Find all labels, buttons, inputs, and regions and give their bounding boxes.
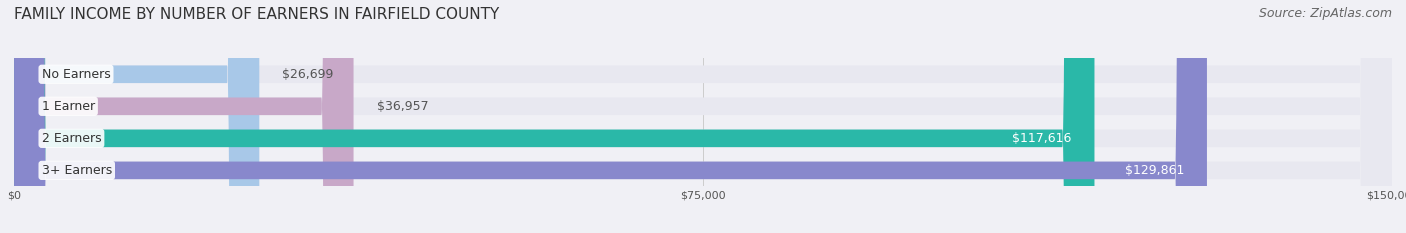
FancyBboxPatch shape (14, 0, 1392, 233)
FancyBboxPatch shape (14, 0, 1392, 233)
FancyBboxPatch shape (14, 0, 1392, 233)
FancyBboxPatch shape (14, 0, 1392, 233)
FancyBboxPatch shape (14, 0, 1206, 233)
Text: $117,616: $117,616 (1012, 132, 1071, 145)
Text: 2 Earners: 2 Earners (42, 132, 101, 145)
Text: 1 Earner: 1 Earner (42, 100, 94, 113)
Text: Source: ZipAtlas.com: Source: ZipAtlas.com (1258, 7, 1392, 20)
Text: $26,699: $26,699 (283, 68, 333, 81)
FancyBboxPatch shape (14, 0, 259, 233)
FancyBboxPatch shape (14, 0, 1094, 233)
Text: $129,861: $129,861 (1125, 164, 1184, 177)
Text: $36,957: $36,957 (377, 100, 429, 113)
Text: FAMILY INCOME BY NUMBER OF EARNERS IN FAIRFIELD COUNTY: FAMILY INCOME BY NUMBER OF EARNERS IN FA… (14, 7, 499, 22)
Text: No Earners: No Earners (42, 68, 110, 81)
Text: 3+ Earners: 3+ Earners (42, 164, 112, 177)
FancyBboxPatch shape (14, 0, 353, 233)
